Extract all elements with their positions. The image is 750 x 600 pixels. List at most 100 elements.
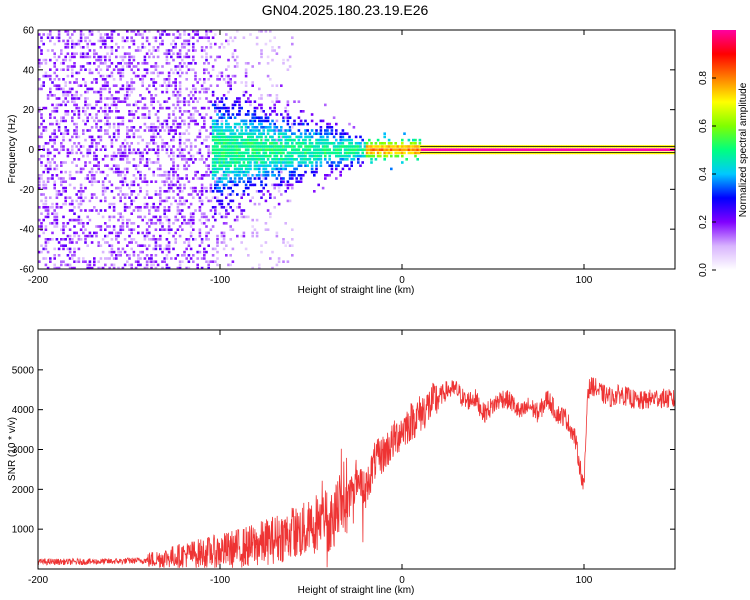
- spectrogram-cell: [176, 55, 180, 59]
- spectrogram-cell: [214, 206, 217, 209]
- spectrogram-cell: [128, 87, 131, 91]
- spectrogram-cell: [205, 196, 208, 199]
- spectrogram-cell: [174, 132, 177, 135]
- spectrogram-cell: [187, 260, 191, 263]
- spectrogram-cell: [99, 225, 103, 228]
- spectrogram-cell: [79, 218, 83, 222]
- spectrogram-cell: [189, 193, 193, 196]
- spectrogram-cell: [220, 167, 224, 171]
- spectrogram-cell: [438, 148, 441, 151]
- spectrogram-cell: [194, 30, 197, 33]
- spectrogram-cell: [269, 126, 272, 129]
- spectrogram-cell: [227, 110, 230, 113]
- spectrogram-cell: [165, 190, 169, 193]
- spectrogram-cell: [183, 250, 186, 254]
- spectrogram-cell: [119, 212, 122, 215]
- spectrogram-cell: [220, 74, 224, 78]
- spectrogram-cell: [53, 186, 56, 190]
- spectrogram-cell: [277, 167, 281, 171]
- spectrogram-cell: [148, 129, 151, 132]
- spectrogram-cell: [192, 87, 195, 91]
- spectrogram-cell: [128, 148, 131, 151]
- spectrogram-cell: [319, 142, 323, 145]
- spectrogram-cell: [167, 247, 171, 251]
- spectrogram-cell: [271, 142, 274, 145]
- spectrogram-cell: [324, 158, 327, 161]
- spectrogram-cell: [38, 33, 41, 36]
- spectrogram-cell: [258, 135, 261, 139]
- spectrogram-cell: [178, 33, 182, 36]
- spectrogram-cell: [282, 116, 285, 119]
- spectrogram-cell: [97, 180, 100, 183]
- spectrogram-cell: [93, 42, 96, 46]
- spectrogram-cell: [214, 103, 217, 107]
- spectrogram-cell: [233, 132, 237, 135]
- spectrogram-cell: [112, 170, 116, 174]
- spectrogram-cell: [110, 46, 114, 49]
- spectrogram-cell: [154, 254, 158, 257]
- spectrogram-cell: [359, 135, 362, 139]
- spectrogram-cell: [77, 135, 81, 139]
- spectrogram-cell: [352, 126, 356, 129]
- spectrogram-cell: [242, 122, 246, 126]
- spectrogram-cell: [405, 145, 408, 148]
- spectrogram-cell: [280, 183, 283, 187]
- spectrogram-cell: [376, 148, 380, 151]
- spectrogram-cell: [82, 52, 85, 55]
- spectrogram-cell: [286, 138, 290, 142]
- spectrogram-cell: [44, 142, 48, 145]
- spectrogram-cell: [222, 231, 226, 235]
- spectrogram-cell: [614, 148, 617, 151]
- spectrogram-cell: [423, 151, 426, 155]
- spectrogram-cell: [167, 225, 171, 228]
- spectrogram-cell: [82, 260, 85, 263]
- spectrogram-cell: [108, 244, 111, 247]
- spectrogram-cell: [40, 199, 43, 203]
- spectrogram-cell: [192, 196, 195, 199]
- spectrogram-cell: [62, 135, 65, 139]
- spectrogram-cell: [121, 151, 125, 155]
- spectrogram-cell: [172, 174, 175, 177]
- spectrogram-cell: [269, 164, 272, 167]
- spectrogram-cell: [150, 138, 153, 142]
- spectrogram-cell: [192, 222, 195, 225]
- spectrogram-cell: [288, 183, 292, 187]
- spectrogram-cell: [238, 142, 241, 145]
- spectrogram-cell: [134, 266, 138, 269]
- spectrogram-cell: [258, 263, 261, 267]
- spectrogram-cell: [176, 212, 180, 215]
- spectrogram-cell: [209, 170, 213, 174]
- spectrogram-cell: [112, 164, 116, 167]
- spectrogram-cell: [231, 154, 235, 158]
- spectrogram-cell: [88, 234, 92, 238]
- spectrogram-cell: [93, 206, 96, 209]
- spectrogram-cell: [240, 151, 243, 155]
- spectrogram-cell: [134, 129, 138, 132]
- spectrogram-cell: [152, 129, 155, 132]
- spectrogram-cell: [167, 250, 171, 254]
- spectrogram-cell: [427, 151, 430, 155]
- spectrogram-cell: [115, 49, 118, 52]
- spectrogram-cell: [266, 116, 270, 119]
- spectrogram-cell: [152, 84, 155, 87]
- spectrogram-cell: [262, 170, 265, 174]
- spectrogram-cell: [139, 170, 142, 174]
- spectrogram-cell: [123, 151, 127, 155]
- spectrogram-cell: [192, 113, 195, 116]
- spectrogram-cell: [178, 135, 182, 139]
- spectrogram-cell: [104, 116, 107, 119]
- spectrogram-cell: [42, 154, 45, 158]
- spectrogram-cell: [203, 71, 206, 75]
- spectrogram-cell: [128, 218, 131, 222]
- spectrogram-cell: [185, 167, 188, 171]
- spectrogram-cell: [145, 266, 149, 269]
- spectrogram-cell: [71, 42, 74, 46]
- spectrogram-cell: [275, 183, 279, 187]
- spectrogram-cell: [495, 151, 499, 155]
- spectrogram-cell: [154, 151, 158, 155]
- spectrogram-cell: [148, 142, 151, 145]
- spectrogram-cell: [269, 113, 272, 116]
- spectrogram-cell: [231, 180, 235, 183]
- spectrogram-cell: [308, 135, 312, 139]
- spectrogram-cell: [165, 199, 169, 203]
